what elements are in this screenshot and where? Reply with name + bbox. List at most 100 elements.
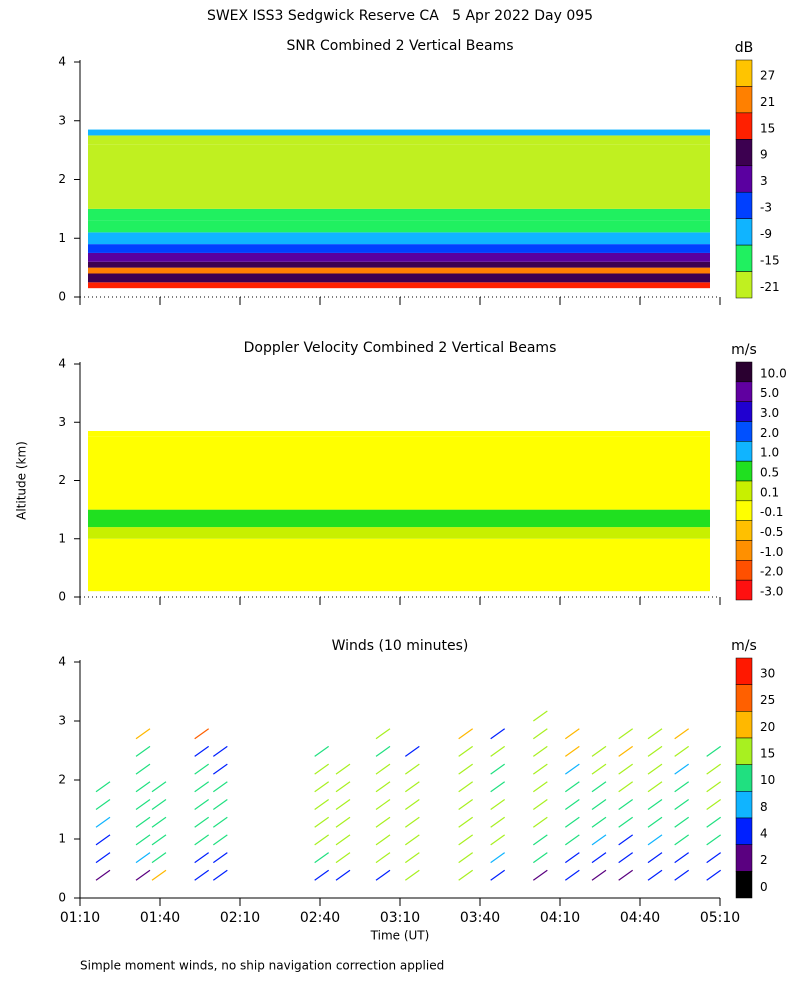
wind-barb [618, 834, 634, 846]
wind-barb [404, 869, 420, 881]
wind-barb [458, 781, 474, 793]
x-tick-label: 05:10 [700, 910, 740, 926]
y-tick-label: 2 [58, 172, 66, 186]
colorbar-label: 10.0 [760, 366, 787, 380]
wind-barb [458, 728, 474, 740]
wind-barb [335, 763, 351, 775]
colorbar-label: 10 [760, 773, 775, 787]
wind-barb [647, 745, 663, 757]
colorbar-label: 27 [760, 68, 775, 82]
wind-barb [404, 834, 420, 846]
wind-barb [375, 763, 391, 775]
colorbar-swatch [735, 480, 753, 502]
colorbar-swatch [735, 401, 753, 422]
x-tick-label: 01:10 [60, 910, 100, 926]
wind-barb [591, 852, 607, 864]
colorbar-label: 15 [760, 121, 775, 135]
wind-barb [532, 728, 548, 740]
wind-barb [314, 799, 330, 810]
colorbar-swatch [735, 139, 753, 167]
wind-barb [135, 834, 151, 846]
colorbar-swatch [735, 381, 753, 402]
colorbar-label: 30 [760, 667, 775, 681]
wind-barb [647, 763, 663, 775]
colorbar-swatch [735, 59, 753, 87]
wind-barb [375, 869, 391, 881]
colorbar-swatch [735, 421, 753, 442]
wind-barb [618, 852, 634, 864]
x-axis-label: Time (UT) [370, 929, 430, 943]
wind-barb [135, 728, 151, 740]
y-tick-label: 3 [58, 714, 66, 728]
wind-barb [674, 816, 690, 828]
colorbar-label: -2.0 [760, 565, 783, 579]
wind-barb [706, 816, 722, 828]
wind-barb [212, 745, 228, 757]
wind-barb [404, 763, 420, 775]
colorbar-unit: m/s [731, 342, 757, 358]
wind-barb [532, 834, 548, 846]
colorbar-swatch [735, 791, 753, 819]
wind-barb [375, 728, 391, 740]
y-tick-label: 4 [58, 655, 66, 669]
wind-barb [135, 781, 151, 793]
wind-barb [335, 816, 351, 828]
wind-barb [532, 745, 548, 757]
y-tick-label: 4 [58, 55, 66, 69]
wind-barb [95, 869, 111, 881]
colorbar-swatch [735, 191, 753, 219]
colorbar-label: 20 [760, 720, 775, 734]
colorbar-swatch [735, 218, 753, 246]
wind-barb [404, 799, 420, 810]
wind-barb [375, 816, 391, 828]
wind-barb [706, 763, 722, 775]
wind-barb [490, 728, 506, 740]
wind-barb [135, 799, 151, 810]
colorbar-label: 3.0 [760, 406, 779, 420]
colorbar-swatch [735, 684, 753, 712]
wind-barb [618, 781, 634, 793]
wind-barb [647, 834, 663, 846]
wind-barb [212, 869, 228, 881]
heat-band [88, 261, 710, 268]
colorbar-label: 21 [760, 95, 775, 109]
y-tick-label: 1 [58, 231, 66, 245]
colorbar-label: 4 [760, 827, 768, 841]
wind-barb [706, 745, 722, 757]
x-tick-label: 03:10 [380, 910, 420, 926]
wind-barb [618, 799, 634, 810]
wind-barb [647, 799, 663, 810]
panel-title: Doppler Velocity Combined 2 Vertical Bea… [244, 340, 557, 356]
wind-barb [135, 745, 151, 757]
wind-barb [564, 852, 580, 864]
wind-barb [618, 869, 634, 881]
wind-barb [647, 852, 663, 864]
wind-barb [194, 781, 210, 793]
x-tick-label: 03:40 [460, 910, 500, 926]
wind-barb [314, 852, 330, 864]
wind-barb [591, 834, 607, 846]
heat-band [88, 430, 710, 437]
heat-band [88, 135, 710, 145]
colorbar-swatch [735, 86, 753, 114]
wind-barb [674, 745, 690, 757]
colorbar-swatch [735, 871, 753, 899]
colorbar-label: 0.1 [760, 485, 779, 499]
colorbar-label: -9 [760, 227, 772, 241]
wind-barb [618, 745, 634, 757]
wind-barb [194, 816, 210, 828]
colorbar-swatch [735, 560, 753, 581]
heat-band [88, 509, 710, 528]
wind-barb [674, 781, 690, 793]
wind-barb [135, 816, 151, 828]
y-tick-label: 2 [58, 473, 66, 487]
wind-barb [212, 763, 228, 775]
colorbar-swatch [735, 441, 753, 462]
colorbar-swatch [735, 244, 753, 272]
colorbar-swatch [735, 579, 753, 601]
wind-barb [375, 799, 391, 810]
wind-barb [194, 745, 210, 757]
heat-band [88, 220, 710, 233]
colorbar-label: -1.0 [760, 545, 783, 559]
wind-barb [591, 781, 607, 793]
